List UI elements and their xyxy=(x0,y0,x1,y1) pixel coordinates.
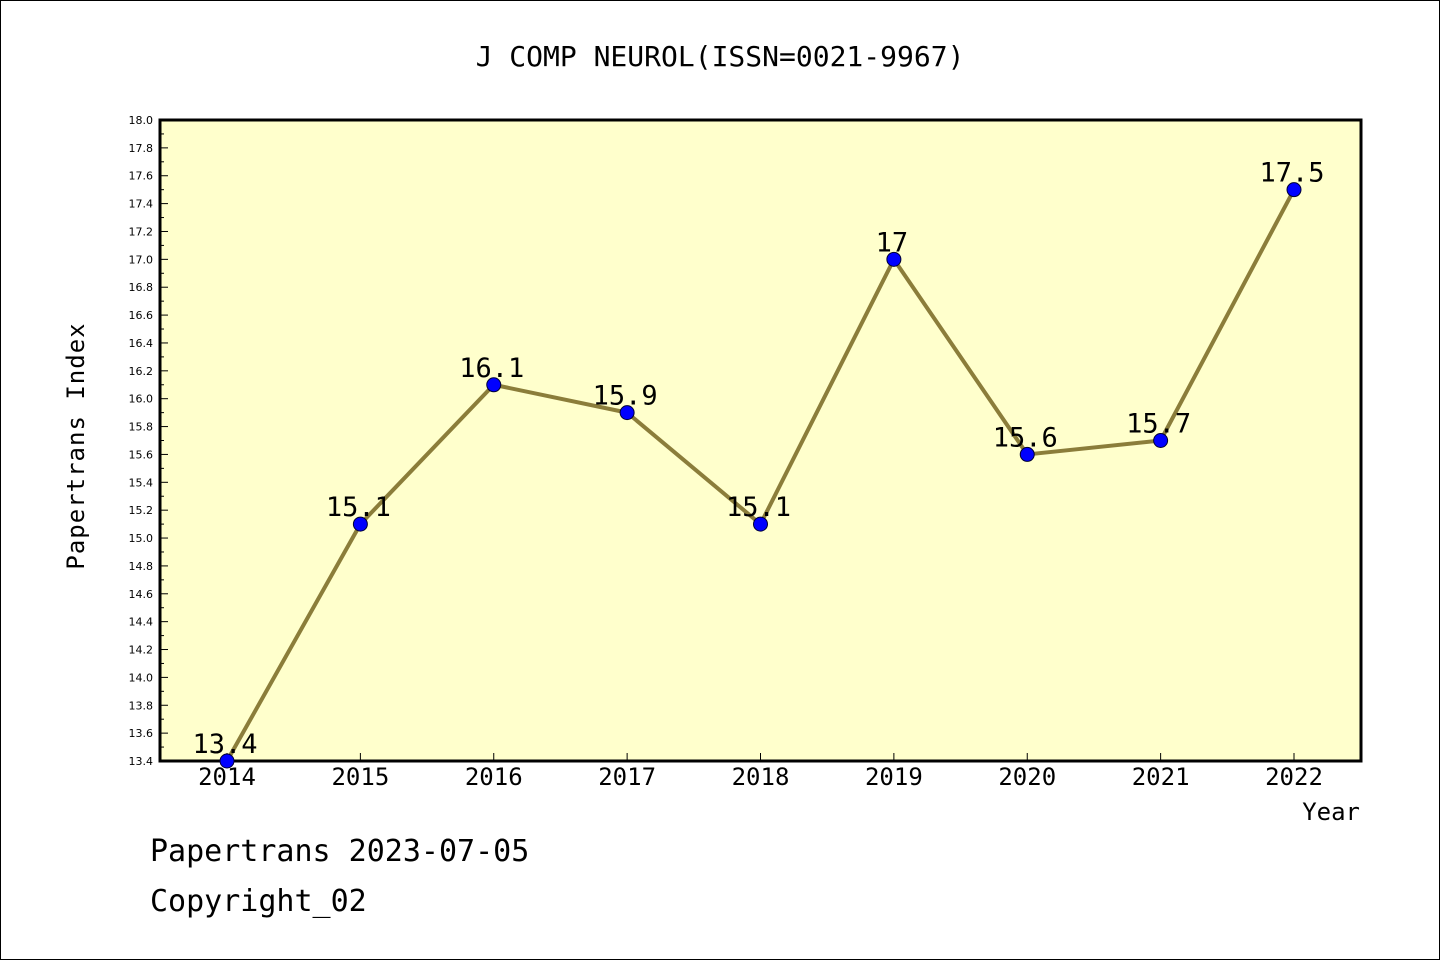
y-tick-label: 17.0 xyxy=(129,253,154,266)
x-tick-label: 2021 xyxy=(1132,763,1190,791)
y-tick-label: 16.2 xyxy=(129,365,154,378)
y-tick-label: 15.4 xyxy=(129,476,154,489)
y-tick-label: 16.8 xyxy=(129,281,154,294)
x-tick-label: 2019 xyxy=(865,763,923,791)
x-tick-label: 2020 xyxy=(998,763,1056,791)
y-tick-label: 15.2 xyxy=(129,504,154,517)
data-label: 15.1 xyxy=(726,492,791,523)
data-label: 15.1 xyxy=(326,492,391,523)
data-point xyxy=(619,405,635,421)
data-point xyxy=(753,516,768,532)
x-axis: 2014 2015 2016 2017 2018 2019 2020 2021 2022 xyxy=(198,753,1323,791)
y-tick-label: 15.8 xyxy=(129,421,154,434)
y-tick-label: 18.0 xyxy=(129,114,154,127)
data-label: 15.7 xyxy=(1126,409,1191,440)
y-tick-label: 13.6 xyxy=(129,727,154,740)
y-tick-label: 15.6 xyxy=(129,448,154,461)
y-tick-label: 14.8 xyxy=(129,560,154,573)
series-markers xyxy=(219,182,1302,769)
data-point xyxy=(219,753,235,769)
data-point xyxy=(352,516,368,532)
x-tick-label: 2015 xyxy=(331,763,389,791)
y-tick-label: 14.0 xyxy=(129,671,154,684)
data-point xyxy=(886,251,902,267)
y-tick-label: 14.2 xyxy=(129,644,154,657)
plot-area xyxy=(158,118,1363,763)
data-label: 17.5 xyxy=(1259,158,1324,189)
y-tick-label: 17.2 xyxy=(129,225,154,238)
y-tick-label: 14.6 xyxy=(129,588,154,601)
data-point xyxy=(1019,446,1035,462)
footer-date: Papertrans 2023-07-05 xyxy=(150,834,530,869)
y-tick-label: 14.4 xyxy=(129,616,154,629)
y-tick-label: 17.4 xyxy=(129,198,154,211)
y-tick-label: 13.4 xyxy=(129,755,154,768)
data-label: 13.4 xyxy=(192,729,257,760)
y-tick-label: 17.8 xyxy=(129,142,154,155)
chart-title: J COMP NEUROL(ISSN=0021-9967) xyxy=(476,40,965,73)
x-tick-label: 2016 xyxy=(465,763,523,791)
data-label: 16.1 xyxy=(459,353,524,384)
y-tick-label: 15.0 xyxy=(129,532,154,545)
data-point xyxy=(486,377,502,393)
data-label: 15.9 xyxy=(593,381,658,412)
y-tick-label: 16.6 xyxy=(129,309,154,322)
footer-copyright: Copyright_02 xyxy=(150,884,367,919)
x-axis-title: Year xyxy=(1302,798,1360,826)
y-tick-label: 17.6 xyxy=(129,170,154,183)
x-tick-label: 2022 xyxy=(1265,763,1323,791)
y-axis-title: Papertrans Index xyxy=(62,322,90,569)
y-tick-label: 13.8 xyxy=(129,699,154,712)
data-label: 15.6 xyxy=(993,422,1058,453)
x-tick-label: 2018 xyxy=(732,763,790,791)
y-tick-label: 16.0 xyxy=(129,393,154,406)
x-tick-label: 2017 xyxy=(598,763,656,791)
data-point xyxy=(1153,433,1169,448)
y-tick-label: 16.4 xyxy=(129,337,154,350)
data-label: 17 xyxy=(876,227,909,258)
y-axis: 13.4 13.6 13.8 14.0 14.2 14.4 14.6 14.8 15.0 15.2… xyxy=(129,114,168,768)
data-point xyxy=(1286,182,1302,198)
data-labels: 13.4 15.1 16.1 15.9 15.1 17 15.6 15.7 17.5 xyxy=(192,158,1324,760)
